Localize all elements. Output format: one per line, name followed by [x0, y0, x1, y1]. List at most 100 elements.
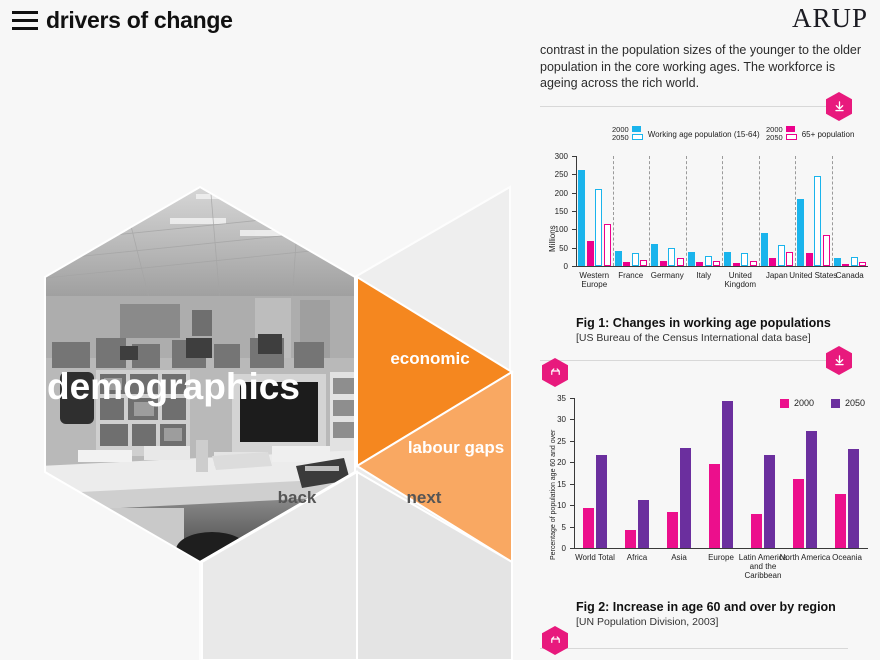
hexagon-title: demographics — [47, 366, 300, 407]
hexagon-segment-labour-gaps[interactable]: labour gaps — [355, 370, 513, 564]
bar — [786, 252, 793, 266]
y-tick-label: 10 — [557, 501, 566, 511]
bar — [741, 252, 748, 266]
y-tick — [570, 526, 574, 528]
download-hexagon-icon[interactable] — [826, 92, 852, 121]
hamburger-bar — [12, 27, 38, 30]
hexagon-navigator: economic labour gaps back next demograph… — [0, 42, 540, 660]
download-hexagon-icon[interactable] — [826, 346, 852, 375]
group-divider — [831, 156, 833, 266]
y-tick-label: 0 — [563, 262, 568, 271]
bar — [797, 198, 804, 266]
bar — [595, 455, 607, 548]
hexagon-segment-back[interactable]: back — [201, 470, 358, 660]
section-divider — [540, 360, 848, 361]
y-tick-label: 15 — [557, 479, 566, 489]
chart1-legend-65plus: 2000 2050 65+ population — [766, 126, 854, 142]
hexagon-segment-next[interactable]: next — [356, 470, 513, 660]
x-tick-label: Canada — [835, 271, 864, 280]
legend-swatch-outline — [785, 134, 797, 140]
figure-2-source: [UN Population Division, 2003] — [576, 616, 719, 628]
bar — [713, 260, 720, 266]
y-tick-label: 35 — [557, 394, 566, 403]
bar — [850, 257, 858, 266]
legend-swatch-2000 — [780, 398, 789, 408]
y-tick — [570, 483, 574, 485]
bar — [763, 454, 775, 548]
y-tick — [570, 440, 574, 442]
y-tick — [572, 156, 576, 157]
y-tick-label: 300 — [554, 152, 568, 161]
chart2-plot-area: 0 5 10 15 20 25 30 35 World Total Africa Asia Europ… — [557, 394, 868, 580]
x-tick-label: Oceania — [832, 553, 862, 562]
hamburger-icon[interactable] — [12, 11, 38, 31]
y-tick-label: 200 — [554, 188, 568, 198]
bar — [704, 256, 712, 266]
chart2-y-axis-label: Percentage of population age 60 and over — [550, 429, 557, 560]
resize-hexagon-icon[interactable] — [542, 626, 568, 655]
bar — [732, 262, 740, 266]
section-divider — [540, 106, 848, 107]
bar — [586, 241, 594, 266]
bar — [760, 233, 768, 266]
bar — [631, 252, 639, 266]
app-header: drivers of change ARUP — [0, 0, 880, 42]
bar — [637, 500, 649, 548]
bar — [724, 252, 731, 266]
bar — [676, 258, 684, 266]
y-tick-label: 50 — [559, 243, 568, 253]
hexagon-segment-label-labour-gaps: labour gaps — [408, 438, 504, 457]
legend-label-2050: 2050 — [845, 398, 866, 408]
y-tick — [572, 174, 576, 176]
chart1-legend-working-age: 2000 2050 Working age population (15-64) — [612, 126, 760, 142]
y-tick-label: 250 — [554, 170, 568, 180]
x-tick-label: Asia — [671, 553, 687, 562]
y-tick-label: 100 — [554, 225, 568, 235]
bar — [625, 529, 637, 548]
y-axis — [574, 398, 575, 548]
legend-label-working-age: Working age population (15-64) — [647, 129, 760, 139]
y-tick — [572, 192, 576, 194]
y-tick — [570, 419, 574, 421]
y-tick-label: 30 — [557, 415, 566, 425]
legend-swatch-2050 — [831, 398, 841, 408]
x-tick-label: Western Europe — [579, 271, 610, 289]
x-tick-label: Japan — [765, 271, 788, 280]
hexagon-segment-label-next: next — [407, 488, 442, 507]
bar — [833, 258, 841, 266]
y-tick — [570, 548, 574, 549]
group-divider — [612, 156, 614, 266]
x-tick-label: France — [618, 271, 644, 280]
chart-working-age-populations: 2000 2050 Working age population (15-64)… — [540, 126, 880, 306]
bar — [623, 261, 630, 266]
hamburger-bar — [12, 11, 38, 14]
hexagon-segment-label-economic: economic — [390, 349, 469, 368]
bar — [640, 260, 647, 266]
y-tick-label: 20 — [557, 458, 566, 468]
y-tick-label: 0 — [561, 544, 566, 553]
resize-arrows-icon — [550, 636, 560, 643]
legend-year-2000: 2000 — [766, 125, 783, 134]
legend-label-65plus: 65+ population — [801, 129, 855, 139]
bar — [659, 261, 667, 266]
legend-label-2000: 2000 — [794, 398, 815, 408]
legend-year-2050: 2050 — [766, 133, 783, 142]
y-tick — [570, 462, 574, 464]
bar — [679, 447, 691, 548]
x-tick-label: Germany — [650, 271, 684, 280]
bar — [696, 262, 703, 266]
bar — [595, 189, 602, 266]
group-divider — [795, 156, 796, 266]
bar — [709, 463, 721, 548]
bar — [805, 431, 817, 548]
y-tick-label: 5 — [561, 522, 566, 532]
legend-swatch-filled — [785, 126, 795, 132]
hamburger-bar — [12, 19, 38, 22]
bar — [805, 253, 813, 266]
bar — [859, 261, 866, 266]
section-divider — [540, 648, 848, 649]
hexagon-svg: economic labour gaps back next demograph… — [44, 185, 514, 660]
figure-1-title: Fig 1: Changes in working age population… — [576, 316, 831, 330]
content-column: contrast in the population sizes of the … — [540, 42, 880, 660]
figure-2-title: Fig 2: Increase in age 60 and over by re… — [576, 600, 836, 614]
